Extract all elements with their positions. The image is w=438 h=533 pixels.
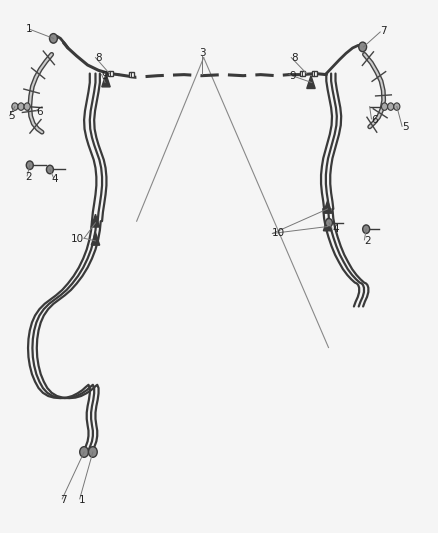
Bar	[129, 72, 134, 77]
Polygon shape	[102, 74, 110, 87]
Text: 10: 10	[272, 229, 285, 238]
Text: 4: 4	[52, 174, 58, 183]
Text: 9: 9	[102, 71, 108, 80]
Text: 2: 2	[364, 236, 371, 246]
Text: 9: 9	[289, 71, 296, 80]
Circle shape	[46, 165, 53, 174]
Circle shape	[363, 225, 370, 233]
Text: 6: 6	[36, 107, 42, 117]
Text: 2: 2	[25, 172, 32, 182]
Polygon shape	[323, 200, 332, 213]
Circle shape	[88, 447, 97, 457]
Circle shape	[394, 103, 400, 110]
Circle shape	[325, 219, 332, 227]
Circle shape	[381, 103, 388, 110]
Text: 6: 6	[371, 115, 378, 125]
Polygon shape	[307, 76, 315, 88]
Polygon shape	[323, 218, 332, 231]
Bar	[300, 71, 305, 76]
Text: 1: 1	[79, 495, 85, 505]
Polygon shape	[91, 214, 100, 227]
Text: 8: 8	[291, 53, 298, 62]
Circle shape	[26, 161, 33, 169]
Text: 7: 7	[60, 495, 67, 505]
Text: 8: 8	[95, 53, 102, 62]
Bar	[108, 71, 113, 76]
Text: 1: 1	[25, 25, 32, 34]
Circle shape	[388, 103, 394, 110]
Circle shape	[18, 103, 24, 110]
Circle shape	[49, 34, 57, 43]
Bar	[312, 71, 317, 76]
Text: 5: 5	[8, 111, 14, 121]
Text: 3: 3	[199, 49, 206, 58]
Polygon shape	[91, 232, 100, 245]
Circle shape	[359, 42, 367, 52]
Circle shape	[24, 103, 30, 110]
Text: 10: 10	[71, 234, 84, 244]
Text: 5: 5	[402, 122, 409, 132]
Text: 7: 7	[380, 26, 387, 36]
Text: 4: 4	[332, 224, 339, 234]
Circle shape	[80, 447, 88, 457]
Circle shape	[12, 103, 18, 110]
